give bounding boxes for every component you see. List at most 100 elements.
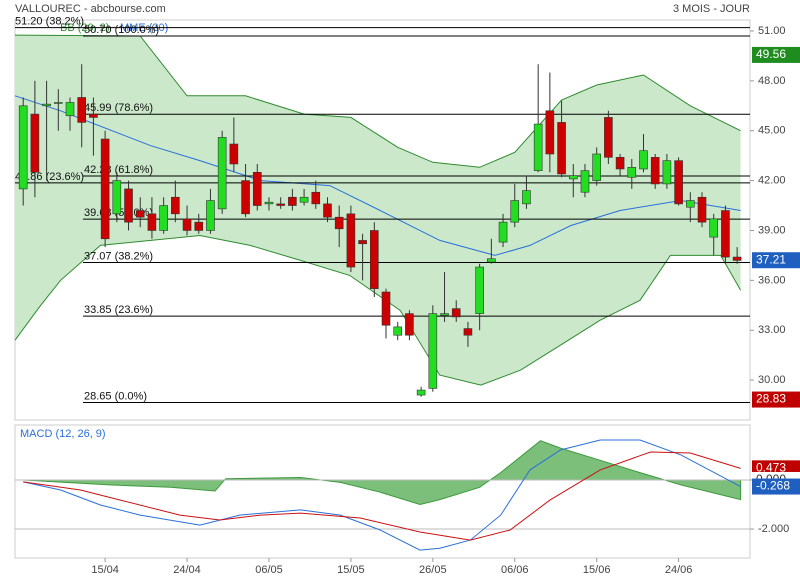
candle-body (124, 188, 133, 223)
candle-body (627, 166, 637, 178)
candle-body (451, 308, 461, 318)
candle-body (370, 230, 379, 289)
fib-label: 28.65 (0.0%) (84, 390, 147, 402)
candle-body (674, 160, 683, 205)
price-tag-label: 49.56 (756, 47, 786, 61)
candle-body (241, 180, 250, 215)
y-tick-label: -2.000 (758, 523, 789, 535)
x-tick-label: 15/04 (91, 564, 119, 576)
candle-body (522, 190, 531, 205)
x-tick-label: 15/06 (583, 564, 611, 576)
candle-body (299, 196, 309, 203)
price-tag (752, 46, 800, 63)
y-tick-label: 45.00 (758, 125, 786, 137)
candle-body (381, 291, 391, 326)
candle-body (252, 171, 262, 206)
candle-body (428, 313, 438, 389)
candle-body (604, 117, 613, 158)
candle-body (533, 123, 543, 171)
macd-title: MACD (12, 26, 9) (20, 428, 106, 440)
candle-body (206, 200, 215, 231)
candle-body (463, 328, 473, 336)
candle-body (475, 266, 484, 314)
price-tag-label: 28.83 (756, 392, 786, 406)
candle-body (217, 137, 227, 210)
candle-body (709, 218, 719, 238)
candle-body (30, 113, 40, 173)
x-tick-label: 15/05 (337, 564, 365, 576)
candle-body (89, 113, 98, 118)
candle-body (54, 102, 63, 104)
candle-body (42, 103, 51, 107)
candle-body (182, 218, 192, 231)
fib-label: 41.86 (23.6%) (15, 171, 84, 183)
candle-body (721, 210, 730, 258)
ma-line (14, 95, 741, 256)
candle-body (639, 150, 648, 170)
candle-body (393, 326, 403, 336)
x-tick-label: 24/06 (665, 564, 693, 576)
candle-body (311, 191, 321, 205)
candle-body (568, 175, 578, 180)
y-tick-label: 30.00 (758, 374, 786, 386)
band-line (14, 34, 741, 168)
candle-body (276, 203, 285, 206)
fib-label: 37.07 (38.2%) (84, 250, 153, 262)
candle-body (147, 213, 157, 231)
candle-body (323, 203, 332, 218)
candle-body (100, 138, 110, 240)
candle-body (686, 200, 695, 208)
candle-body (592, 153, 601, 181)
candle-body (732, 256, 742, 261)
candle-body (440, 313, 449, 316)
candle-body (334, 216, 344, 230)
price-tag-label: -0.268 (756, 479, 790, 493)
candle-body (264, 201, 274, 205)
fib-label: 42.28 (61.8%) (84, 164, 153, 176)
candle-body (346, 213, 356, 268)
candle-body (615, 157, 625, 170)
candle-body (135, 210, 145, 218)
band-line (14, 234, 742, 386)
price-tag (752, 478, 800, 495)
candle-body (650, 157, 660, 185)
candle-body (171, 196, 180, 215)
fib-label: 33.85 (23.6%) (84, 304, 153, 316)
x-tick-label: 24/04 (173, 564, 201, 576)
y-tick-label: 39.00 (758, 224, 786, 236)
candle-body (545, 110, 555, 155)
candle-body (557, 122, 566, 175)
candle-body (498, 221, 508, 243)
candle-body (288, 196, 297, 206)
price-tag-label: 0.473 (756, 461, 786, 475)
y-tick-label: 42.00 (758, 175, 786, 187)
price-tag-label: 37.21 (756, 252, 786, 266)
page-title: VALLOUREC - abcbourse.com (15, 3, 166, 15)
fib-label: 50.70 (100.0%) (84, 24, 159, 36)
x-tick-label: 06/05 (255, 564, 283, 576)
candle-body (229, 143, 239, 165)
y-tick-label: 36.00 (758, 274, 786, 286)
candle-body (159, 205, 168, 231)
candle-body (358, 240, 367, 245)
candle-body (580, 170, 590, 193)
y-tick-label: 51.00 (758, 25, 786, 37)
candle-body (697, 196, 707, 223)
price-tag (752, 391, 800, 408)
y-tick-label: 33.00 (758, 324, 786, 336)
macd-panel (14, 424, 751, 559)
x-tick-label: 26/05 (419, 564, 447, 576)
candle-body (112, 180, 122, 215)
macd-line (23, 439, 741, 551)
candle-body (18, 105, 28, 190)
candle-body (510, 200, 520, 223)
candle-body (405, 313, 414, 336)
fib-label: 51.20 (38.2%) (15, 16, 84, 28)
candle-body (77, 97, 87, 123)
macd-line (23, 451, 741, 541)
x-tick-label: 06/06 (501, 564, 529, 576)
candle-body (487, 258, 496, 263)
fib-label: 45.99 (78.6%) (84, 102, 153, 114)
